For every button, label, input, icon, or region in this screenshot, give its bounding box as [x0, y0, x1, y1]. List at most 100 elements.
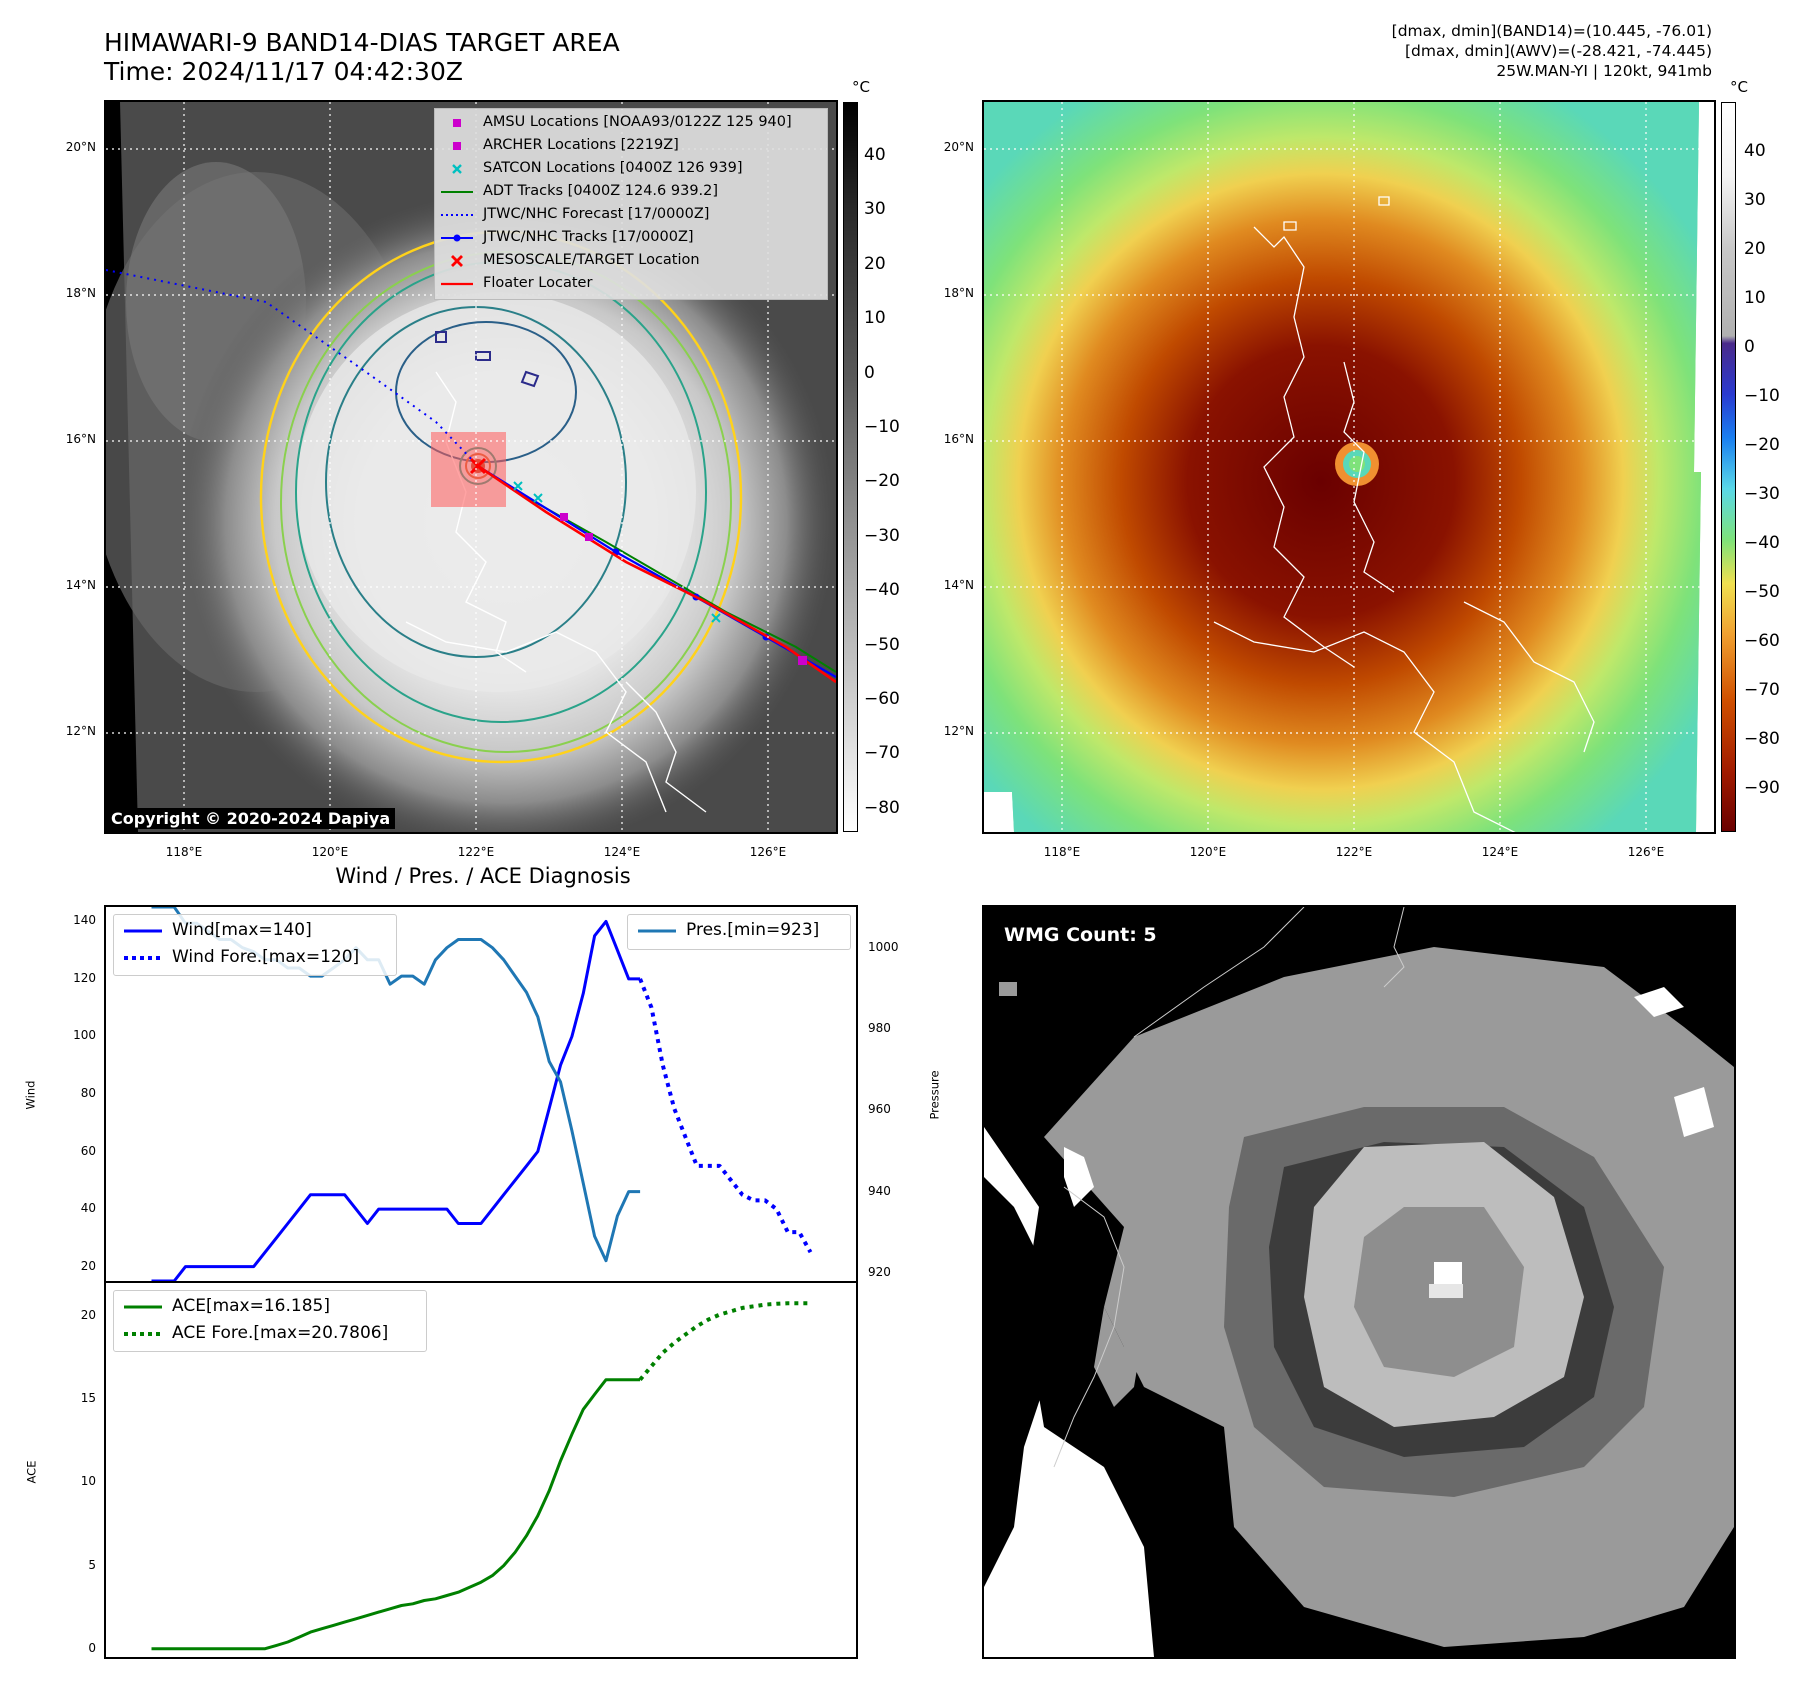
- legend-label-satcon: SATCON Locations [0400Z 126 939]: [483, 160, 743, 176]
- left-colorbar-tick: −40: [864, 580, 900, 601]
- left-lon-122: 122°E: [457, 845, 495, 859]
- left-colorbar-tick: −60: [864, 689, 900, 709]
- pres-y-tick: 940: [868, 1183, 891, 1198]
- series-line-3: [151, 1378, 641, 1651]
- pres-y-tick: 920: [868, 1264, 891, 1279]
- amsu-square-icon: [453, 119, 461, 127]
- left-lat-20: 20°N: [65, 140, 96, 154]
- figure-time: Time: 2024/11/17 04:42:30Z: [104, 57, 463, 86]
- legend-label-adt: ADT Tracks [0400Z 124.6 939.2]: [483, 183, 719, 199]
- right-colorbar-tick: 0: [1744, 337, 1755, 357]
- band14-range: [dmax, dmin](BAND14)=(10.445, -76.01): [1391, 22, 1712, 40]
- right-colorbar-tick: 10: [1744, 288, 1766, 308]
- wind-y-tick: 60: [80, 1143, 96, 1158]
- right-colorbar-tick: 30: [1744, 190, 1766, 210]
- right-lon-120: 120°E: [1189, 845, 1227, 859]
- ace-y-tick: 10: [80, 1474, 96, 1489]
- right-colorbar-tick: −10: [1744, 386, 1780, 406]
- wmg-count-badge: WMG Count: 5: [996, 921, 1165, 949]
- right-lon-124: 124°E: [1481, 845, 1519, 859]
- left-colorbar-tick: −50: [864, 634, 900, 655]
- legend-label-pres: Pres.[min=923]: [686, 920, 820, 940]
- right-lat-18: 18°N: [943, 286, 974, 300]
- storm-info: 25W.MAN-YI | 120kt, 941mb: [1496, 62, 1712, 80]
- series-line-0: [151, 919, 641, 1281]
- wind-legend: Wind[max=140] Wind Fore.[max=120]: [113, 914, 397, 976]
- legend-label-jtwc-tracks: JTWC/NHC Tracks [17/0000Z]: [483, 229, 694, 245]
- wmg-panel: WMG Count: 5: [982, 905, 1736, 1659]
- left-colorbar-tick: −30: [864, 525, 900, 546]
- wind-axis-label: Wind: [23, 1080, 38, 1110]
- legend-label-ace: ACE[max=16.185]: [172, 1296, 330, 1316]
- ace-plot: [151, 1301, 811, 1651]
- ace-y-tick: 15: [80, 1391, 96, 1406]
- right-lat-12: 12°N: [943, 724, 974, 738]
- left-lat-16: 16°N: [65, 432, 96, 446]
- right-colorbar-tick: −20: [1744, 435, 1780, 455]
- ace-legend: ACE[max=16.185] ACE Fore.[max=20.7806]: [113, 1290, 427, 1352]
- left-lon-124: 124°E: [603, 845, 641, 859]
- ace-fore-dotted-icon: [124, 1332, 162, 1336]
- wind-y-tick: 20: [80, 1258, 96, 1273]
- left-colorbar-tick: 40: [864, 145, 886, 165]
- figure-title: HIMAWARI-9 BAND14-DIAS TARGET AREA: [104, 28, 620, 57]
- jtwc-tracks-icon: [441, 234, 473, 242]
- ace-y-tick: 0: [88, 1640, 96, 1655]
- ace-line-icon: [124, 1305, 162, 1309]
- pres-y-tick: 960: [868, 1102, 891, 1117]
- left-lat-14: 14°N: [65, 578, 96, 592]
- wind-y-tick: 40: [80, 1201, 96, 1216]
- ace-axis-label: ACE: [24, 1460, 39, 1484]
- right-colorbar-tick: −50: [1744, 582, 1780, 602]
- diagnosis-title: Wind / Pres. / ACE Diagnosis: [335, 864, 631, 888]
- pres-legend: Pres.[min=923]: [627, 914, 851, 950]
- wind-y-tick: 140: [73, 913, 96, 928]
- right-lat-20: 20°N: [943, 140, 974, 154]
- jtwc-forecast-dotted-icon: [441, 214, 473, 216]
- right-lon-122: 122°E: [1335, 845, 1373, 859]
- series-line-4: [638, 1301, 811, 1381]
- legend-label-archer: ARCHER Locations [2219Z]: [483, 137, 679, 153]
- left-lon-118: 118°E: [165, 845, 203, 859]
- legend-label-wind-fore: Wind Fore.[max=120]: [172, 947, 360, 967]
- floater-line-icon: [441, 282, 473, 286]
- series-line-1: [638, 978, 813, 1254]
- right-colorbar-tick: −30: [1744, 484, 1780, 504]
- satcon-x-icon: [452, 164, 462, 174]
- left-lon-120: 120°E: [311, 845, 349, 859]
- legend-label-jtwc-forecast: JTWC/NHC Forecast [17/0000Z]: [483, 206, 710, 222]
- target-x-icon: [451, 255, 463, 267]
- left-colorbar-tick: −80: [864, 797, 900, 818]
- left-colorbar-tick: 10: [864, 308, 886, 329]
- left-colorbar: [843, 102, 858, 832]
- right-lat-14: 14°N: [943, 578, 974, 592]
- right-colorbar-tick: −40: [1744, 533, 1780, 553]
- right-lat-16: 16°N: [943, 432, 974, 446]
- awv-image: [984, 102, 1714, 832]
- pres-y-tick: 1000: [868, 939, 899, 954]
- right-colorbar-unit: °C: [1730, 78, 1748, 96]
- left-colorbar-tick: 0: [864, 362, 875, 383]
- left-lon-126: 126°E: [749, 845, 787, 859]
- right-colorbar-tick: −60: [1744, 631, 1780, 651]
- left-map-legend: AMSU Locations [NOAA93/0122Z 125 940] AR…: [434, 108, 828, 300]
- legend-label-ace-fore: ACE Fore.[max=20.7806]: [172, 1323, 389, 1343]
- legend-label-target: MESOSCALE/TARGET Location: [483, 252, 700, 268]
- ace-panel: [104, 1281, 858, 1659]
- legend-label-wind: Wind[max=140]: [172, 920, 312, 940]
- left-colorbar-tick: 20: [864, 253, 886, 274]
- right-colorbar-tick: 40: [1744, 141, 1766, 161]
- wind-y-tick: 100: [73, 1028, 96, 1043]
- right-colorbar-tick: −70: [1744, 680, 1780, 700]
- adt-line-icon: [441, 191, 473, 193]
- wind-y-tick: 80: [80, 1086, 96, 1100]
- wind-line-icon: [124, 929, 162, 933]
- left-lat-18: 18°N: [65, 286, 96, 300]
- left-colorbar-tick: 30: [864, 199, 886, 220]
- ace-y-tick: 5: [88, 1557, 96, 1572]
- left-colorbar-tick: −10: [864, 417, 900, 437]
- left-colorbar-tick: −70: [864, 743, 900, 764]
- archer-square-icon: [453, 142, 461, 150]
- pressure-axis-label: Pressure: [927, 1070, 942, 1120]
- wmg-image: [984, 907, 1734, 1657]
